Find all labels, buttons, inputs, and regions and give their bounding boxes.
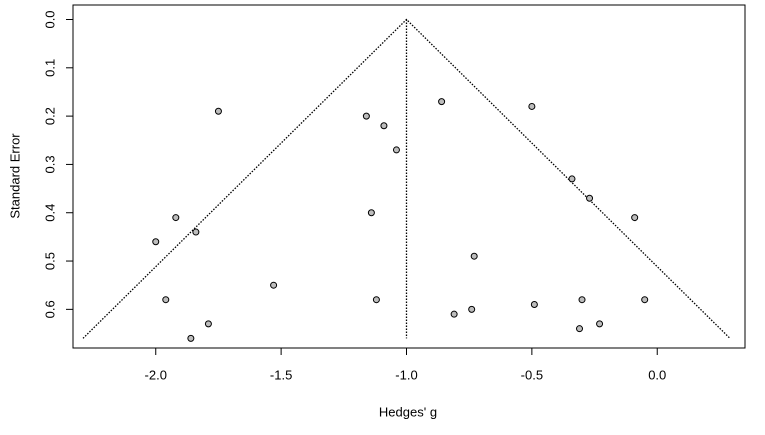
study-point: [162, 296, 170, 304]
y-tick-label: 0.6: [42, 300, 57, 318]
study-point: [470, 252, 478, 260]
x-axis-label: Hedges' g: [379, 404, 437, 419]
study-point: [631, 214, 639, 222]
study-point: [372, 296, 380, 304]
y-tick-label: 0.1: [42, 59, 57, 77]
study-point: [641, 296, 649, 304]
study-point: [450, 310, 458, 318]
study-point: [596, 320, 604, 328]
study-point: [438, 98, 446, 106]
study-point: [172, 214, 180, 222]
plot-frame: [72, 4, 746, 349]
x-tick-label: 0.0: [648, 367, 666, 382]
study-point: [586, 194, 594, 202]
y-axis-label: Standard Error: [7, 133, 22, 219]
study-point: [187, 334, 195, 342]
y-tick-label: 0.2: [42, 107, 57, 125]
study-point: [578, 296, 586, 304]
study-point: [392, 146, 400, 154]
study-point: [367, 209, 375, 217]
study-point: [528, 102, 536, 110]
y-tick-label: 0.0: [42, 10, 57, 28]
x-tick-label: -1.5: [270, 367, 292, 382]
study-point: [152, 238, 160, 246]
study-point: [380, 122, 388, 130]
x-tick-label: -2.0: [145, 367, 167, 382]
study-point: [530, 301, 538, 309]
study-point: [192, 228, 200, 236]
study-point: [270, 281, 278, 289]
study-point: [204, 320, 212, 328]
study-point: [214, 107, 222, 115]
x-tick-label: -1.0: [395, 367, 417, 382]
y-tick-label: 0.5: [42, 252, 57, 270]
y-tick-label: 0.3: [42, 155, 57, 173]
study-point: [362, 112, 370, 120]
study-point: [568, 175, 576, 183]
y-tick-label: 0.4: [42, 204, 57, 222]
x-tick-label: -0.5: [521, 367, 543, 382]
study-point: [468, 305, 476, 313]
study-point: [576, 325, 584, 333]
